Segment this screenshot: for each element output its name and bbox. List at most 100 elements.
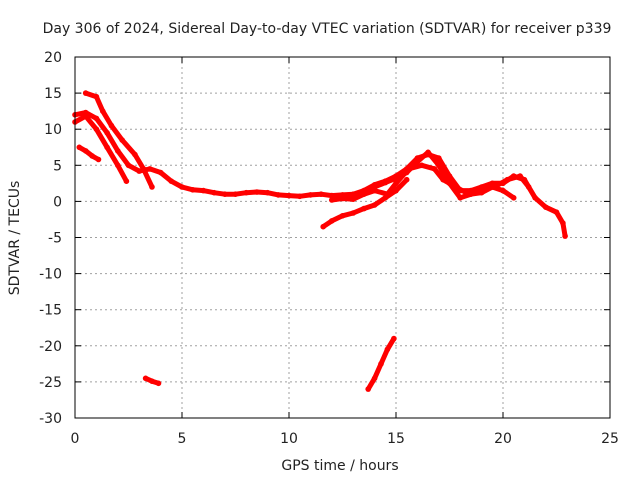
data-point xyxy=(307,192,314,198)
data-point xyxy=(491,184,498,190)
data-point xyxy=(431,166,438,172)
axis-ticks: 0 5 10 15 20 25 -30 -25 -20 -15 -10 -5 0 5 10 15 20 xyxy=(39,50,619,447)
data-point xyxy=(82,148,89,154)
data-point xyxy=(553,209,560,215)
data-point xyxy=(350,210,357,216)
y-tick-label: -25 xyxy=(39,375,62,391)
data-point xyxy=(93,115,100,122)
plot-area xyxy=(72,90,568,392)
data-point xyxy=(378,361,384,367)
data-point xyxy=(95,156,102,163)
data-point xyxy=(418,162,425,169)
data-point xyxy=(155,380,162,387)
data-point xyxy=(149,378,155,385)
data-point xyxy=(149,184,155,190)
data-point xyxy=(361,205,367,212)
data-point xyxy=(320,223,327,230)
data-point xyxy=(457,195,464,201)
data-point xyxy=(200,187,207,194)
data-point xyxy=(436,155,442,161)
data-point xyxy=(414,158,421,165)
data-point xyxy=(157,169,164,176)
data-point xyxy=(89,153,95,159)
data-point xyxy=(115,162,121,169)
x-tick-label: 10 xyxy=(280,431,298,447)
data-point xyxy=(264,189,271,196)
data-point xyxy=(329,218,335,224)
y-tick-label: -30 xyxy=(39,411,62,427)
data-point xyxy=(136,168,142,174)
y-tick-label: -10 xyxy=(39,267,62,283)
data-point xyxy=(403,176,410,183)
y-tick-label: -15 xyxy=(39,303,62,319)
data-point xyxy=(232,191,239,197)
x-tick-label: 25 xyxy=(601,431,619,447)
data-point xyxy=(361,191,367,197)
x-tick-label: 5 xyxy=(178,431,187,447)
data-point xyxy=(440,176,446,183)
data-point xyxy=(365,386,372,392)
x-tick-label: 20 xyxy=(494,431,512,447)
data-point xyxy=(371,202,378,208)
data-point xyxy=(510,195,517,201)
x-axis-label: GPS time / hours xyxy=(281,458,398,474)
data-point xyxy=(384,346,391,353)
data-point xyxy=(125,162,132,169)
data-point xyxy=(393,187,399,194)
data-point xyxy=(82,90,89,96)
data-point xyxy=(562,233,568,239)
data-point xyxy=(296,193,303,200)
data-point xyxy=(393,180,399,187)
data-point xyxy=(189,187,196,193)
data-point xyxy=(329,197,335,203)
data-point xyxy=(406,166,412,172)
y-tick-label: -20 xyxy=(39,339,62,355)
grid xyxy=(75,57,610,418)
data-point xyxy=(93,93,100,100)
y-tick-label: 10 xyxy=(44,122,62,138)
data-point xyxy=(211,189,217,196)
data-point xyxy=(222,191,228,197)
data-point xyxy=(123,178,130,184)
data-point xyxy=(318,191,324,197)
data-point xyxy=(391,335,397,342)
data-point xyxy=(525,184,532,190)
data-point xyxy=(382,179,389,186)
data-point xyxy=(76,144,83,151)
y-tick-label: 5 xyxy=(53,158,62,174)
data-point xyxy=(104,130,110,136)
data-point xyxy=(286,192,292,199)
y-axis-label: SDTVAR / TECUs xyxy=(7,181,23,296)
data-point xyxy=(339,213,346,219)
data-point xyxy=(350,196,357,202)
data-point xyxy=(115,148,121,154)
data-point xyxy=(504,176,511,183)
data-point xyxy=(82,113,89,119)
data-point xyxy=(560,220,566,226)
data-point xyxy=(179,184,185,190)
series-trace-early-low xyxy=(76,144,101,162)
data-point xyxy=(132,151,138,158)
data-point xyxy=(436,162,442,169)
data-point xyxy=(329,192,335,199)
y-tick-label: 20 xyxy=(44,50,62,66)
data-point xyxy=(93,126,100,132)
data-point xyxy=(453,184,459,190)
x-tick-label: 0 xyxy=(71,431,80,447)
data-point xyxy=(140,166,147,172)
data-point xyxy=(108,122,115,129)
data-point xyxy=(371,187,378,194)
data-point xyxy=(254,189,260,195)
data-point xyxy=(275,192,282,198)
data-point xyxy=(142,375,149,382)
data-point xyxy=(500,187,506,194)
data-point xyxy=(384,191,391,197)
y-tick-label: 15 xyxy=(44,86,62,102)
data-point xyxy=(543,204,549,210)
y-tick-label: -5 xyxy=(48,231,62,247)
data-point xyxy=(104,144,110,151)
data-point xyxy=(371,375,378,382)
data-point xyxy=(466,191,472,197)
data-point xyxy=(147,166,153,172)
